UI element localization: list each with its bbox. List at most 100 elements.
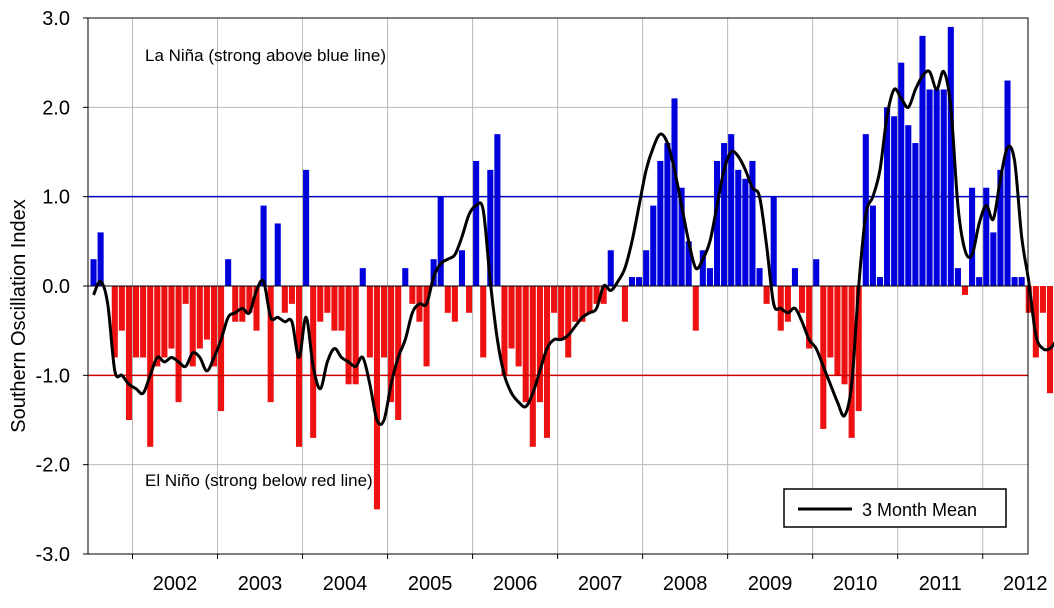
x-tick-label: 2006: [493, 573, 538, 595]
y-tick-label: 2.0: [42, 97, 70, 119]
soi-bar: [253, 286, 260, 331]
y-tick-label: -1.0: [36, 365, 70, 387]
soi-bar: [522, 286, 529, 403]
x-tick-label: 2008: [663, 573, 708, 595]
soi-bar: [380, 286, 388, 358]
soi-bar: [288, 286, 295, 304]
soi-bar: [636, 277, 643, 286]
soi-bar: [579, 286, 586, 322]
x-tick-label: 2004: [323, 573, 368, 595]
soi-bar: [628, 277, 636, 286]
soi-bar: [494, 134, 501, 286]
soi-bar: [664, 143, 671, 286]
soi-bar: [558, 286, 565, 340]
la-nina-annotation: La Niña (strong above blue line): [145, 46, 386, 65]
soi-bar: [940, 89, 947, 286]
soi-bar: [189, 286, 196, 367]
soi-bar: [225, 259, 232, 286]
soi-bar: [317, 286, 324, 322]
soi-bar: [1004, 80, 1011, 286]
soi-bar: [685, 241, 692, 286]
soi-bar: [125, 286, 132, 420]
soi-bar: [409, 286, 416, 304]
soi-bar: [905, 125, 912, 286]
soi-bar: [898, 62, 905, 286]
y-tick-label: 1.0: [42, 187, 70, 209]
soi-bar: [295, 286, 303, 447]
soi-bar: [239, 286, 246, 322]
soi-bar: [175, 286, 182, 403]
soi-bar: [586, 286, 593, 313]
y-tick-label: -3.0: [36, 544, 70, 566]
soi-bar: [947, 26, 954, 287]
soi-bar: [806, 286, 813, 349]
soi-bar: [891, 116, 898, 287]
soi-bar: [735, 169, 742, 286]
soi-bar: [366, 286, 373, 358]
soi-bar: [473, 160, 480, 286]
y-tick-label: 3.0: [42, 8, 70, 30]
soi-bar: [303, 169, 310, 286]
soi-bar: [1011, 277, 1018, 286]
x-tick-label: 2012: [1003, 573, 1048, 595]
soi-bar: [933, 89, 940, 286]
soi-bar: [458, 250, 465, 286]
soi-bar: [182, 286, 189, 304]
soi-bar: [763, 286, 770, 304]
y-tick-label: -2.0: [36, 455, 70, 477]
soi-bar: [232, 286, 239, 322]
three-month-mean-line: [92, 69, 1054, 426]
soi-bar: [728, 134, 735, 286]
y-axis-title: Southern Oscillation Index: [8, 199, 30, 432]
soi-bar: [338, 286, 345, 331]
bars: [90, 26, 1054, 510]
soi-bar: [657, 160, 664, 286]
soi-bar: [784, 286, 791, 322]
soi-bar: [706, 268, 713, 286]
soi-bar: [423, 286, 430, 367]
x-tick-label: 2003: [238, 573, 283, 595]
soi-bar: [133, 286, 140, 358]
soi-bar: [869, 205, 876, 286]
x-tick-label: 2010: [833, 573, 878, 595]
soi-bar: [501, 286, 508, 376]
soi-bar: [168, 286, 175, 349]
soi-bar: [210, 286, 218, 367]
soi-bar: [742, 178, 749, 286]
soi-bar: [756, 268, 763, 286]
soi-bar: [111, 286, 118, 358]
soi-bar: [260, 205, 267, 286]
soi-bar: [572, 286, 579, 322]
soi-bar: [621, 286, 628, 322]
soi-bar: [791, 268, 798, 286]
soi-bar: [140, 286, 147, 358]
soi-bar: [246, 286, 253, 313]
x-tick-label: 2002: [153, 573, 198, 595]
soi-bar: [1039, 286, 1046, 313]
soi-bar: [749, 160, 756, 286]
soi-bar: [274, 223, 281, 286]
soi-bar: [954, 268, 961, 286]
soi-bar: [990, 232, 997, 286]
soi-bar: [267, 286, 274, 403]
soi-bar: [721, 143, 728, 286]
soi-bar: [543, 286, 551, 438]
legend: 3 Month Mean: [783, 488, 1007, 528]
soi-bar: [480, 286, 487, 358]
soi-bar: [388, 286, 395, 403]
soi-bar: [324, 286, 331, 313]
soi-bar: [607, 250, 614, 286]
soi-bar: [551, 286, 558, 313]
soi-bar: [827, 286, 834, 358]
soi-bar: [961, 286, 969, 295]
soi-bar: [508, 286, 515, 349]
soi-bar: [437, 196, 444, 286]
soi-bar: [218, 286, 225, 412]
soi-bar: [678, 187, 685, 286]
soi-bar: [841, 286, 848, 385]
y-tick-label: 0.0: [42, 276, 70, 298]
soi-bar: [1018, 277, 1025, 286]
soi-bar: [402, 268, 409, 286]
soi-bar: [147, 286, 154, 447]
soi-bar: [643, 250, 650, 286]
